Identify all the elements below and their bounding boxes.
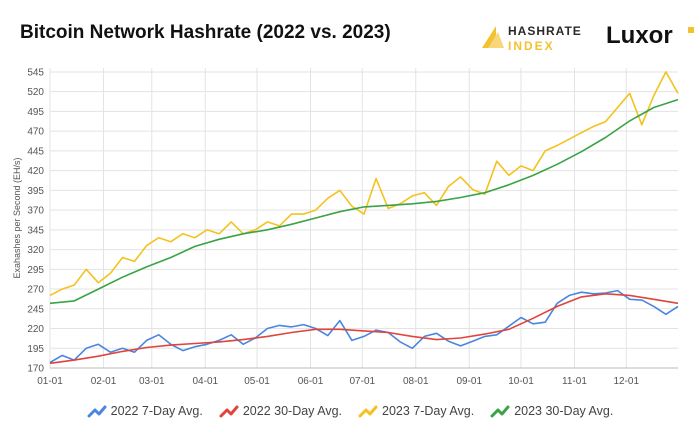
legend-trend-icon xyxy=(358,405,378,418)
x-tick-label: 11-01 xyxy=(562,376,587,387)
x-tick-label: 01-01 xyxy=(37,376,63,387)
luxor-logo-text: Luxor xyxy=(606,22,673,49)
y-tick-label: 495 xyxy=(27,107,44,118)
luxor-logo: Luxor xyxy=(606,22,694,50)
x-tick-label: 08-01 xyxy=(403,376,429,387)
legend-trend-icon xyxy=(87,405,107,418)
legend-item: 2022 7-Day Avg. xyxy=(87,404,203,419)
hashrate-index-logo: HASHRATE INDEX xyxy=(478,22,581,54)
x-axis: 01-01 02-01 03-01 04-01 05-01 06-01 07-01 08-01… xyxy=(37,376,639,387)
x-tick-label: 02-01 xyxy=(91,376,117,387)
series-line-2022-7-day-avg xyxy=(49,289,679,364)
legend-label: 2023 7-Day Avg. xyxy=(382,404,475,418)
y-axis: 170 195 220 245 270 295 320 345 370 395 420 445 470 4… xyxy=(27,67,44,374)
y-tick-label: 470 xyxy=(27,127,44,138)
y-tick-label: 545 xyxy=(27,67,44,78)
series-line-2023-7-day-avg xyxy=(49,71,679,297)
hashrate-index-logo-line2: INDEX xyxy=(508,39,555,53)
x-tick-label: 09-01 xyxy=(456,376,482,387)
x-tick-label: 03-01 xyxy=(139,376,165,387)
y-tick-label: 295 xyxy=(27,265,44,276)
series-line-2023-30-day-avg xyxy=(49,98,679,305)
hashrate-index-logo-line1: HASHRATE xyxy=(508,24,582,38)
y-tick-label: 220 xyxy=(27,324,44,335)
y-tick-label: 170 xyxy=(27,364,44,375)
y-axis-label: Exahashes per Second (EH/s) xyxy=(12,157,22,278)
y-tick-label: 195 xyxy=(27,344,44,355)
legend: 2022 7-Day Avg. 2022 30-Day Avg. 2023 7-Da… xyxy=(0,404,700,419)
series-line-2022-30-day-avg xyxy=(49,292,679,365)
y-tick-label: 370 xyxy=(27,206,44,217)
grid xyxy=(49,68,678,369)
x-tick-label: 04-01 xyxy=(192,376,218,387)
legend-item: 2023 7-Day Avg. xyxy=(358,404,474,419)
series-lines xyxy=(49,71,679,365)
legend-label: 2022 7-Day Avg. xyxy=(110,404,203,418)
legend-item: 2023 30-Day Avg. xyxy=(490,404,613,419)
legend-label: 2023 30-Day Avg. xyxy=(514,404,614,418)
hashrate-index-logo-icon xyxy=(482,26,504,48)
x-tick-label: 05-01 xyxy=(244,376,270,387)
x-tick-label: 07-01 xyxy=(349,376,375,387)
chart-title: Bitcoin Network Hashrate (2022 vs. 2023) xyxy=(20,22,391,43)
y-tick-label: 345 xyxy=(27,225,44,236)
y-tick-label: 520 xyxy=(27,87,44,98)
x-tick-label: 12-01 xyxy=(613,376,639,387)
legend-label: 2022 30-Day Avg. xyxy=(242,404,342,418)
x-tick-label: 10-01 xyxy=(508,376,534,387)
x-tick-label: 06-01 xyxy=(298,376,324,387)
y-tick-label: 395 xyxy=(27,186,44,197)
y-tick-label: 320 xyxy=(27,245,44,256)
legend-item: 2022 30-Day Avg. xyxy=(219,404,342,419)
y-tick-label: 270 xyxy=(27,285,44,296)
legend-trend-icon xyxy=(219,405,239,418)
legend-trend-icon xyxy=(490,405,510,418)
luxor-logo-accent xyxy=(688,27,694,33)
y-tick-label: 445 xyxy=(27,146,44,157)
y-tick-label: 420 xyxy=(27,166,44,177)
y-tick-label: 245 xyxy=(27,304,44,315)
